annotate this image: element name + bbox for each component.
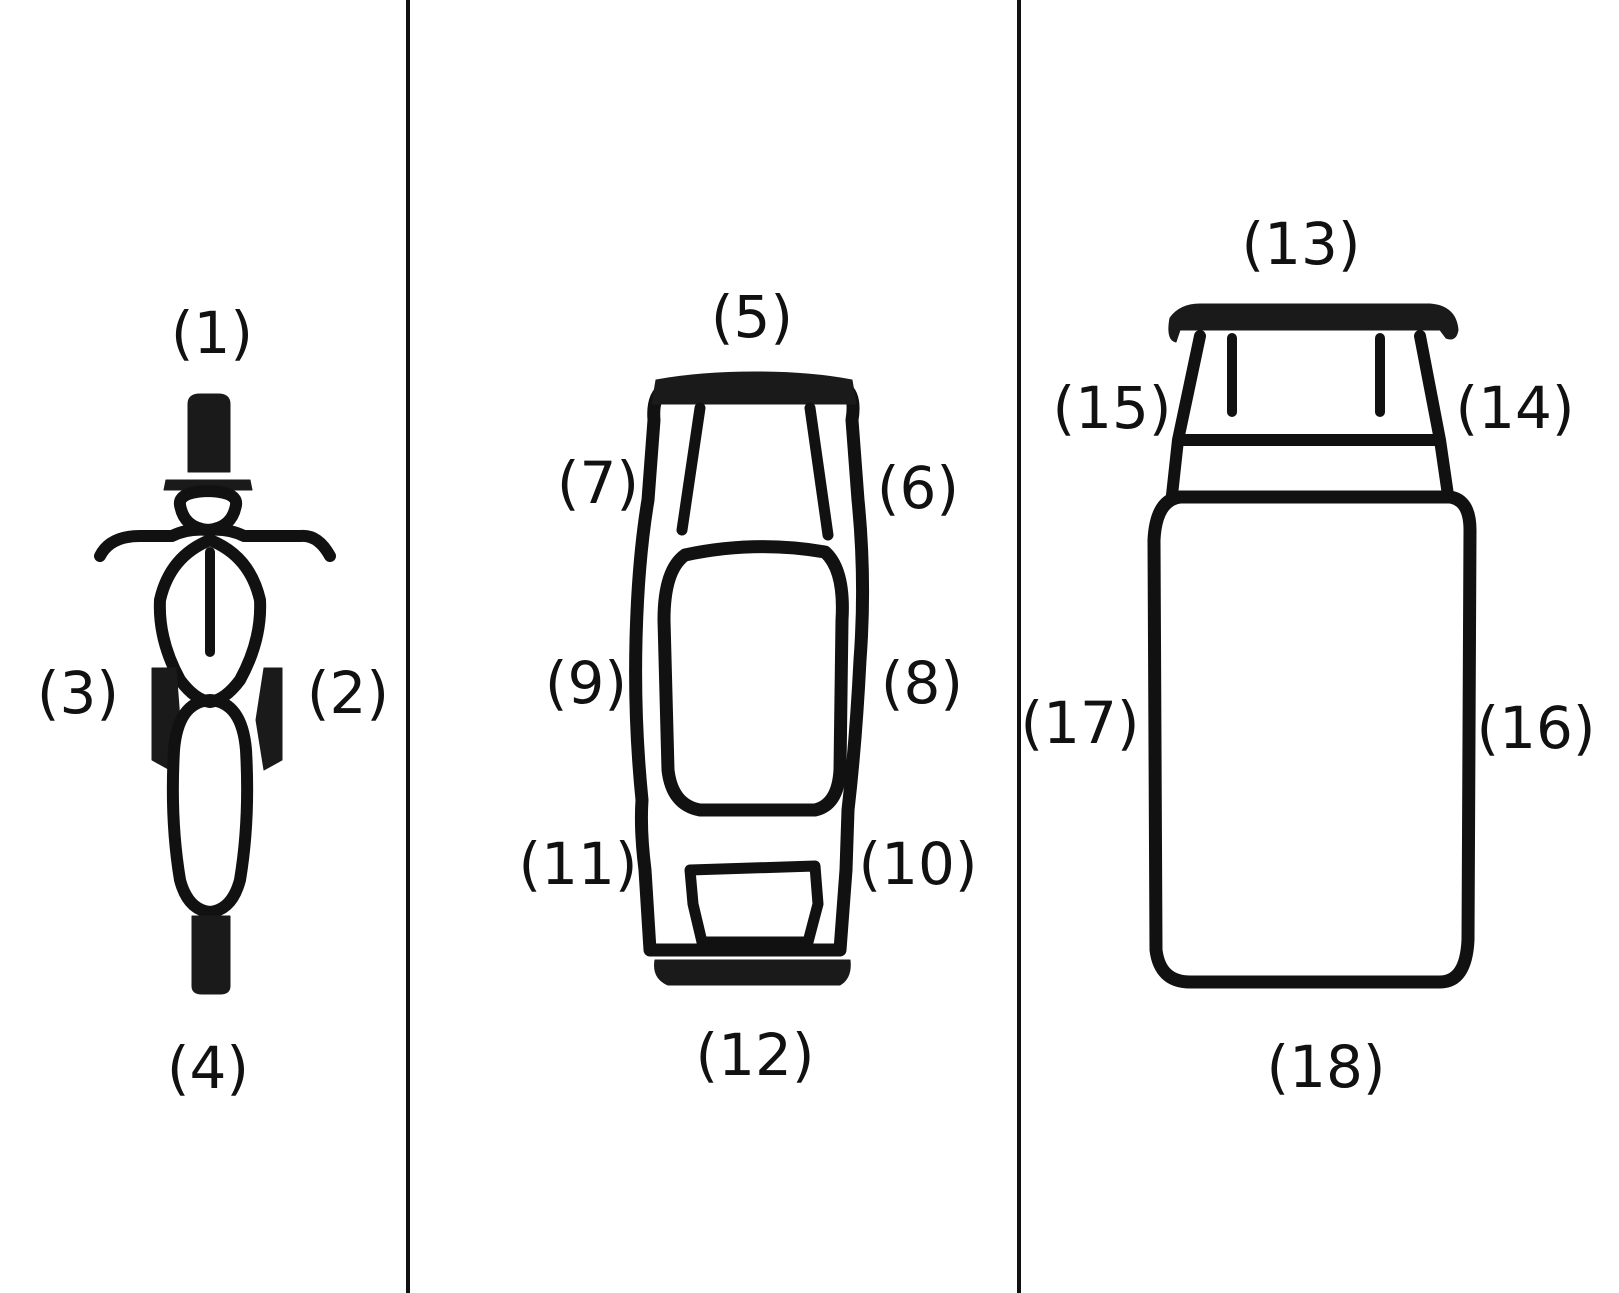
car-rear-bumper [654, 959, 851, 986]
motorcycle-side-cover-right [255, 667, 283, 771]
label-body-right: (16) [1476, 694, 1595, 762]
label-front-right: (6) [877, 454, 959, 522]
truck-top-view-icon [1147, 303, 1477, 989]
car-hood-line-right [804, 402, 834, 541]
motorcycle-front-tire [187, 393, 231, 473]
label-front: (1) [171, 299, 253, 367]
motorcycle-rear-tire [191, 915, 231, 995]
motorcycle-top-view-icon [94, 393, 336, 995]
label-front: (13) [1241, 210, 1360, 278]
car-top-view-icon [629, 371, 870, 986]
label-front-left: (7) [557, 449, 639, 517]
label-left: (3) [37, 659, 119, 727]
label-rear: (4) [167, 1034, 249, 1102]
car-roof [657, 540, 849, 817]
label-rear-right: (10) [858, 830, 977, 898]
car-hood-line-left [676, 402, 706, 536]
label-front: (5) [711, 283, 793, 351]
label-right: (2) [307, 659, 389, 727]
motorcycle-handlebar [94, 523, 336, 562]
truck-cab [1166, 330, 1454, 501]
label-cab-left: (15) [1052, 374, 1171, 442]
label-rear: (18) [1266, 1033, 1385, 1101]
motorcycle-seat [166, 694, 254, 918]
label-rear-left: (11) [518, 830, 637, 898]
truck-cargo-box [1147, 490, 1477, 989]
truck-front-bumper [1168, 303, 1459, 343]
label-body-left: (17) [1020, 689, 1139, 757]
label-rear: (12) [695, 1021, 814, 1089]
car-front-bumper [651, 371, 857, 405]
label-cab-right: (14) [1455, 374, 1574, 442]
label-middle-left: (9) [545, 649, 627, 717]
label-middle-right: (8) [881, 649, 963, 717]
car-trunk [684, 860, 824, 948]
